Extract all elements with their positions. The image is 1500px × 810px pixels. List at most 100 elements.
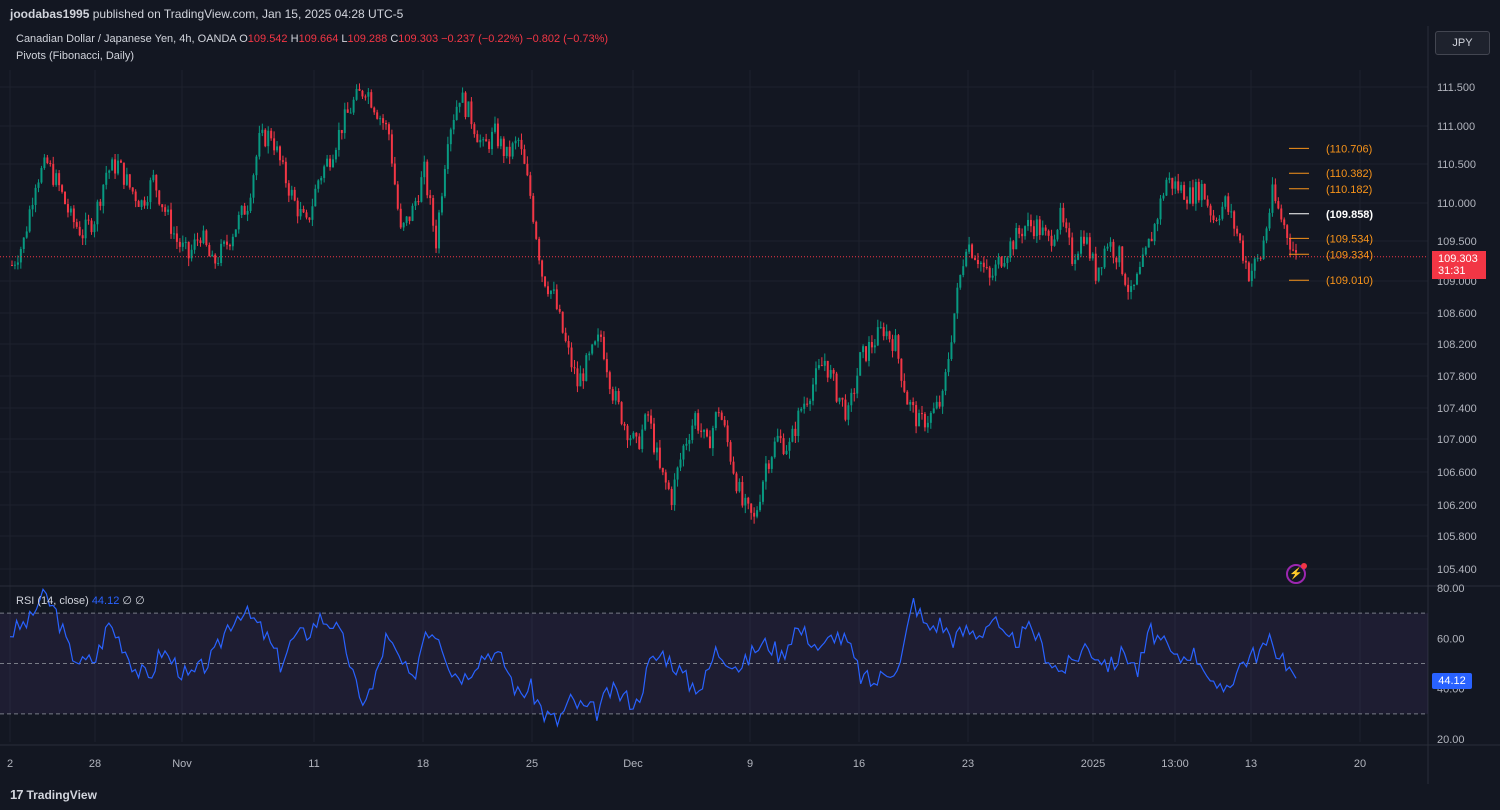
candle-body — [932, 408, 935, 413]
candle-body — [122, 162, 125, 185]
candle-body — [1236, 228, 1239, 234]
indicator-legend[interactable]: Pivots (Fibonacci, Daily) — [16, 50, 134, 62]
candle-body — [502, 138, 505, 157]
candle-body — [738, 481, 741, 492]
rsi-tick-label: 60.00 — [1437, 633, 1465, 645]
candle-body — [968, 244, 971, 252]
candle-body — [764, 463, 767, 482]
candle-body — [862, 346, 865, 353]
rsi-extra1: ∅ — [122, 595, 132, 607]
candle-body — [544, 276, 547, 287]
candle-body — [449, 129, 452, 145]
candle-body — [396, 184, 399, 209]
candle-body — [915, 405, 918, 427]
open-value: 109.542 — [247, 33, 288, 45]
time-tick-label: 28 — [89, 758, 101, 770]
candle-body — [1292, 249, 1295, 251]
candle-body — [455, 106, 458, 120]
candle-body — [597, 334, 600, 342]
candle-body — [314, 188, 317, 207]
time-tick-label: 2 — [7, 758, 13, 770]
candle-body — [523, 149, 526, 164]
candle-body — [997, 257, 1000, 265]
candle-body — [1097, 267, 1100, 281]
candle-body — [1171, 177, 1174, 189]
candle-body — [1271, 184, 1274, 213]
price-tick-label: 107.400 — [1437, 403, 1477, 415]
candle-body — [149, 180, 152, 203]
candle-body — [75, 222, 78, 227]
candle-body — [379, 118, 382, 120]
price-tick-label: 111.500 — [1437, 82, 1475, 94]
candle-body — [1029, 219, 1032, 227]
candle-body — [1156, 219, 1159, 225]
time-tick-label: 13 — [1245, 758, 1257, 770]
candle-body — [293, 189, 296, 201]
candle-body — [25, 231, 28, 238]
symbol-name[interactable]: Canadian Dollar / Japanese Yen, 4h, OAND… — [16, 33, 237, 45]
pivot-label-s1: (109.534) — [1326, 233, 1373, 245]
candle-body — [1250, 270, 1253, 282]
candle-body — [187, 242, 190, 259]
price-chart[interactable]: 111.500 111.000 110.500 110.000 109.500 109.0… — [0, 0, 1500, 784]
candle-body — [747, 497, 750, 504]
candle-body — [1003, 263, 1006, 267]
candle-body — [959, 275, 962, 288]
last-price-tag: 109.303 31:31 — [1432, 251, 1486, 279]
flash-icon[interactable]: ⚡ — [1286, 563, 1307, 584]
candle-body — [158, 190, 161, 205]
candle-body — [1188, 187, 1191, 204]
candle-body — [1141, 254, 1144, 267]
candle-body — [290, 189, 293, 196]
candle-body — [1135, 273, 1138, 285]
candle-body — [193, 239, 196, 250]
candle-body — [1082, 236, 1085, 244]
tradingview-logo[interactable]: 17 TradingView — [10, 787, 97, 802]
candle-body — [1133, 284, 1136, 287]
candle-body — [994, 264, 997, 276]
candle-body — [794, 428, 797, 437]
candle-body — [685, 443, 688, 446]
candle-body — [405, 216, 408, 223]
candle-body — [776, 435, 779, 442]
candle-body — [1053, 239, 1056, 246]
candle-body — [735, 473, 738, 492]
candle-body — [1035, 219, 1038, 237]
candle-body — [579, 373, 582, 387]
low-value: 109.288 — [347, 33, 388, 45]
candle-body — [953, 313, 956, 343]
candle-body — [779, 435, 782, 439]
candle-body — [856, 375, 859, 394]
candle-body — [108, 170, 111, 173]
candle-body — [800, 408, 803, 411]
time-tick-label: 13:00 — [1161, 758, 1189, 770]
candle-body — [438, 212, 441, 249]
candle-body — [1041, 227, 1044, 235]
close-label: C — [390, 33, 399, 45]
candle-body — [1044, 227, 1047, 231]
candle-body — [37, 182, 40, 188]
candle-body — [926, 422, 929, 428]
rsi-legend[interactable]: RSI (14, close) 44.12 ∅ ∅ — [16, 594, 145, 607]
candle-body — [971, 244, 974, 258]
candle-body — [941, 390, 944, 407]
candle-body — [976, 259, 979, 265]
candle-body — [278, 146, 281, 161]
candle-body — [202, 230, 205, 244]
pivot-label-p: (109.858) — [1326, 209, 1373, 221]
rsi-value: 44.12 — [91, 595, 120, 607]
candle-body — [355, 88, 358, 100]
publisher-name[interactable]: joodabas1995 — [10, 7, 90, 21]
candle-body — [608, 372, 611, 390]
candle-body — [161, 204, 164, 208]
candle-body — [211, 254, 214, 257]
candle-body — [823, 360, 826, 366]
rsi-tick-label: 80.00 — [1437, 583, 1465, 595]
candle-body — [865, 346, 868, 361]
candle-body — [920, 413, 923, 415]
candle-body — [452, 119, 455, 130]
currency-button[interactable]: JPY — [1435, 31, 1490, 55]
candle-body — [270, 130, 273, 139]
candle-body — [152, 174, 155, 181]
price-tick-label: 109.000 — [1437, 276, 1477, 288]
